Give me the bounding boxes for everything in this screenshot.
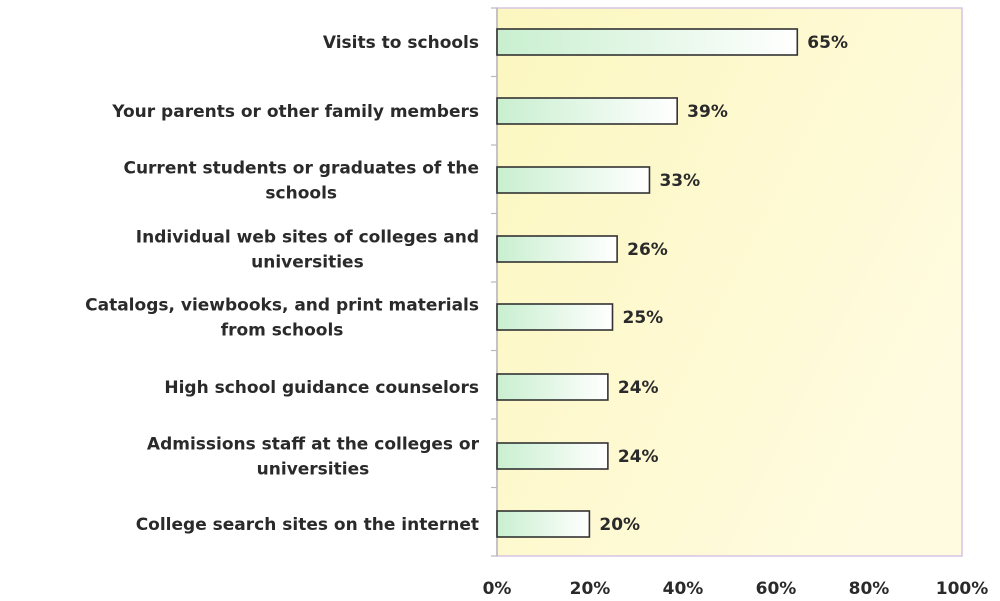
x-tick-label: 40% <box>663 579 704 599</box>
value-label: 65% <box>807 33 848 53</box>
plot-area <box>496 7 963 557</box>
category-label: College search sites on the internet <box>136 515 479 535</box>
x-tick-label: 20% <box>570 579 611 599</box>
x-tick-label: 0% <box>483 579 512 599</box>
category-label: Catalogs, viewbooks, and print materials… <box>85 296 479 341</box>
bar <box>496 510 591 538</box>
category-label: Current students or graduates of the scho… <box>123 159 479 204</box>
bar <box>496 235 618 263</box>
value-label: 24% <box>618 378 659 398</box>
bar <box>496 28 799 56</box>
bar <box>496 303 614 331</box>
bar <box>496 442 609 470</box>
category-label: Visits to schools <box>323 33 479 53</box>
value-labels: 65% 39% 33% 26% 25% 24% 24% 20% <box>599 33 848 535</box>
y-axis-ticks <box>491 7 497 557</box>
value-label: 25% <box>623 308 664 328</box>
x-tick-label: 60% <box>756 579 797 599</box>
x-axis-tick-labels: 0% 20% 40% 60% 80% 100% <box>483 579 989 599</box>
bars-group <box>496 28 799 538</box>
value-label: 33% <box>659 171 700 191</box>
value-label: 39% <box>687 102 728 122</box>
value-label: 26% <box>627 240 668 260</box>
category-label: High school guidance counselors <box>164 378 479 398</box>
x-tick-label: 80% <box>849 579 890 599</box>
bar <box>496 373 609 401</box>
bar <box>496 97 678 125</box>
category-label: Your parents or other family members <box>111 102 479 122</box>
category-labels: Visits to schools Your parents or other f… <box>85 33 479 535</box>
x-tick-label: 100% <box>936 579 989 599</box>
bar <box>496 166 651 194</box>
category-label: Individual web sites of colleges and univ… <box>136 228 479 273</box>
category-label: Admissions staff at the colleges or unive… <box>147 435 480 480</box>
value-label: 24% <box>618 447 659 467</box>
value-label: 20% <box>599 515 640 535</box>
